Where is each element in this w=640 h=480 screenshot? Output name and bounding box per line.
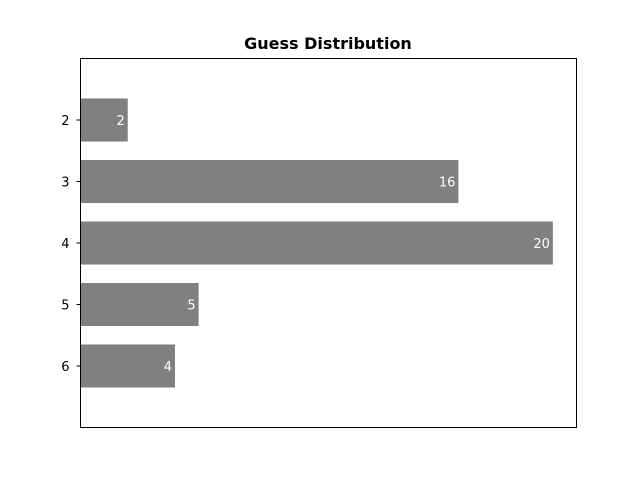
- plot-frame: [80, 58, 577, 428]
- bar-5: [80, 282, 199, 327]
- y-tick-label-4: 4: [61, 237, 69, 252]
- bar-value-label-3: 16: [439, 176, 456, 191]
- y-tick-label-3: 3: [61, 176, 69, 191]
- y-tick-label-6: 6: [61, 360, 69, 375]
- bar-2: [80, 98, 128, 142]
- y-ticks-group: 2 3 4 5 6: [61, 114, 81, 375]
- bar-4: [80, 221, 553, 265]
- bar-value-label-5: 5: [187, 299, 195, 314]
- bar-value-label-4: 20: [533, 237, 550, 252]
- bar-6: [80, 344, 175, 388]
- bar-value-label-2: 2: [116, 114, 124, 129]
- chart-title: Guess Distribution: [244, 34, 412, 53]
- bar-value-label-6: 4: [164, 360, 172, 375]
- y-tick-label-2: 2: [61, 114, 69, 129]
- y-tick-label-5: 5: [61, 299, 69, 314]
- bar-3: [80, 159, 459, 204]
- bars-group: 2 16 20 5 4: [80, 98, 553, 388]
